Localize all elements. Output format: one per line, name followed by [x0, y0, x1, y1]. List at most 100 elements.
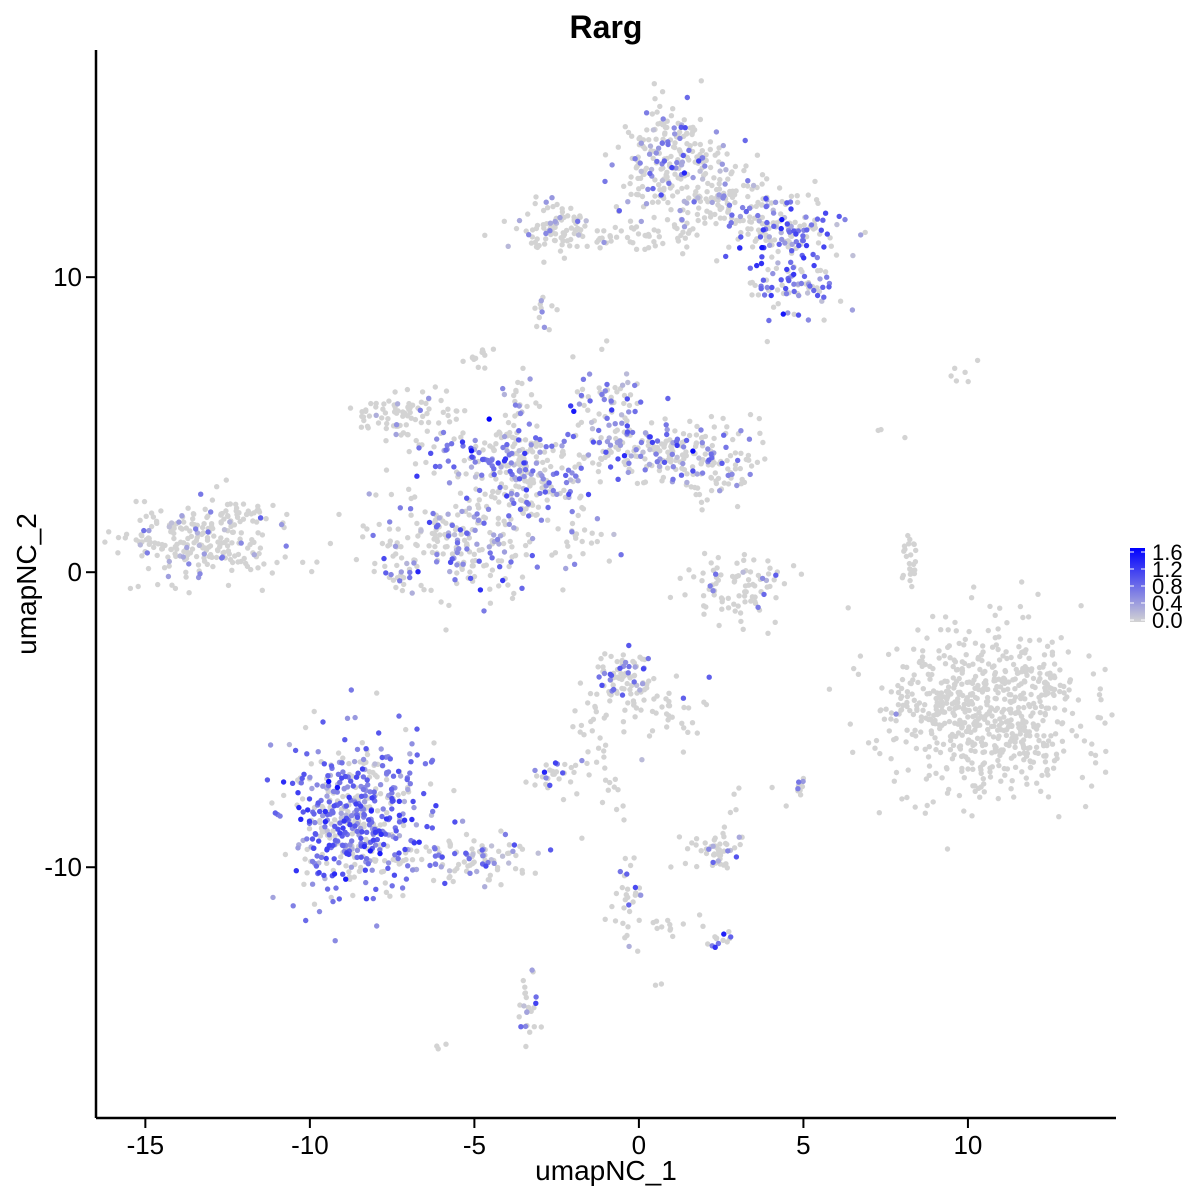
- cell-point: [941, 709, 948, 715]
- cell-point: [411, 804, 417, 811]
- cell-point: [520, 977, 526, 984]
- cell-point: [338, 810, 344, 816]
- cell-point: [894, 646, 900, 652]
- cell-point: [298, 816, 304, 822]
- cell-point: [326, 778, 332, 785]
- cell-point: [278, 521, 285, 528]
- cell-point: [1030, 675, 1037, 682]
- cell-point: [407, 569, 413, 576]
- cell-point: [602, 651, 608, 657]
- cell-point: [324, 886, 331, 892]
- cell-point: [1020, 717, 1026, 723]
- cell-point: [707, 583, 713, 589]
- cell-point: [675, 175, 681, 181]
- cell-point: [1047, 685, 1053, 691]
- cell-point: [1001, 706, 1007, 713]
- cell-point: [560, 770, 566, 776]
- cell-point: [728, 934, 734, 940]
- cell-point: [549, 443, 555, 449]
- cell-point: [642, 456, 648, 462]
- cell-point: [579, 757, 585, 764]
- cell-point: [973, 719, 980, 726]
- cell-point: [849, 307, 856, 313]
- cell-point: [557, 214, 563, 221]
- cell-point: [747, 411, 754, 418]
- cell-point: [312, 819, 318, 826]
- cell-point: [1020, 614, 1026, 621]
- cell-point: [1003, 732, 1010, 739]
- cell-point: [381, 555, 387, 562]
- cell-point: [681, 170, 688, 176]
- cell-point: [631, 855, 637, 861]
- cell-point: [566, 491, 572, 497]
- cell-point: [625, 924, 631, 930]
- cell-point: [754, 262, 760, 269]
- cell-point: [965, 701, 972, 708]
- cell-point: [513, 387, 519, 394]
- cell-point: [711, 175, 717, 181]
- cell-point: [424, 410, 430, 417]
- cell-point: [588, 540, 595, 546]
- cell-point: [914, 702, 920, 709]
- cell-point: [218, 512, 224, 518]
- cell-point: [992, 635, 998, 641]
- cell-point: [1079, 774, 1086, 781]
- cell-point: [139, 533, 145, 539]
- cell-point: [911, 541, 917, 547]
- cell-point: [742, 137, 748, 144]
- cell-point: [607, 442, 614, 448]
- cell-point: [815, 200, 821, 206]
- cell-point: [324, 828, 330, 834]
- cell-point: [927, 676, 933, 682]
- cell-point: [386, 398, 392, 404]
- cell-point: [534, 423, 540, 429]
- cell-point: [410, 798, 416, 805]
- cell-point: [684, 130, 690, 136]
- cell-point: [193, 537, 200, 544]
- cell-point: [683, 453, 689, 459]
- cell-point: [505, 243, 511, 249]
- cell-point: [792, 219, 798, 225]
- cell-point: [926, 711, 932, 717]
- cell-point: [511, 422, 517, 429]
- cell-point: [765, 558, 771, 564]
- cell-point: [717, 488, 723, 494]
- cell-point: [621, 453, 628, 459]
- cell-point: [898, 685, 905, 692]
- cell-point: [555, 526, 561, 532]
- cell-point: [187, 528, 193, 534]
- cell-point: [395, 526, 401, 532]
- cell-point: [952, 365, 958, 371]
- cell-point: [267, 742, 274, 748]
- cell-point: [698, 461, 704, 467]
- cell-point: [996, 722, 1002, 729]
- cell-point: [707, 214, 714, 220]
- cell-point: [327, 540, 334, 547]
- cell-point: [1052, 731, 1059, 737]
- cell-point: [754, 152, 761, 158]
- cell-point: [541, 324, 548, 330]
- cell-point: [915, 679, 921, 686]
- cell-point: [497, 564, 503, 570]
- x-tick-label: -15: [127, 1130, 165, 1160]
- cell-point: [148, 510, 155, 516]
- y-tick-label: 0: [68, 557, 82, 587]
- cell-point: [504, 493, 510, 499]
- cell-point: [684, 184, 690, 190]
- cell-point: [717, 841, 723, 847]
- cell-point: [366, 491, 372, 497]
- cell-point: [486, 416, 492, 422]
- cell-point: [627, 392, 634, 398]
- cell-point: [547, 782, 553, 788]
- cell-point: [617, 442, 624, 448]
- cell-point: [596, 461, 602, 467]
- cell-point: [992, 746, 999, 752]
- cell-point: [893, 711, 899, 717]
- cell-point: [725, 207, 731, 214]
- cell-point: [743, 208, 749, 215]
- cell-point: [626, 943, 632, 950]
- cell-point: [712, 944, 718, 950]
- cell-point: [625, 379, 631, 386]
- cell-point: [550, 447, 556, 454]
- cell-point: [364, 751, 371, 758]
